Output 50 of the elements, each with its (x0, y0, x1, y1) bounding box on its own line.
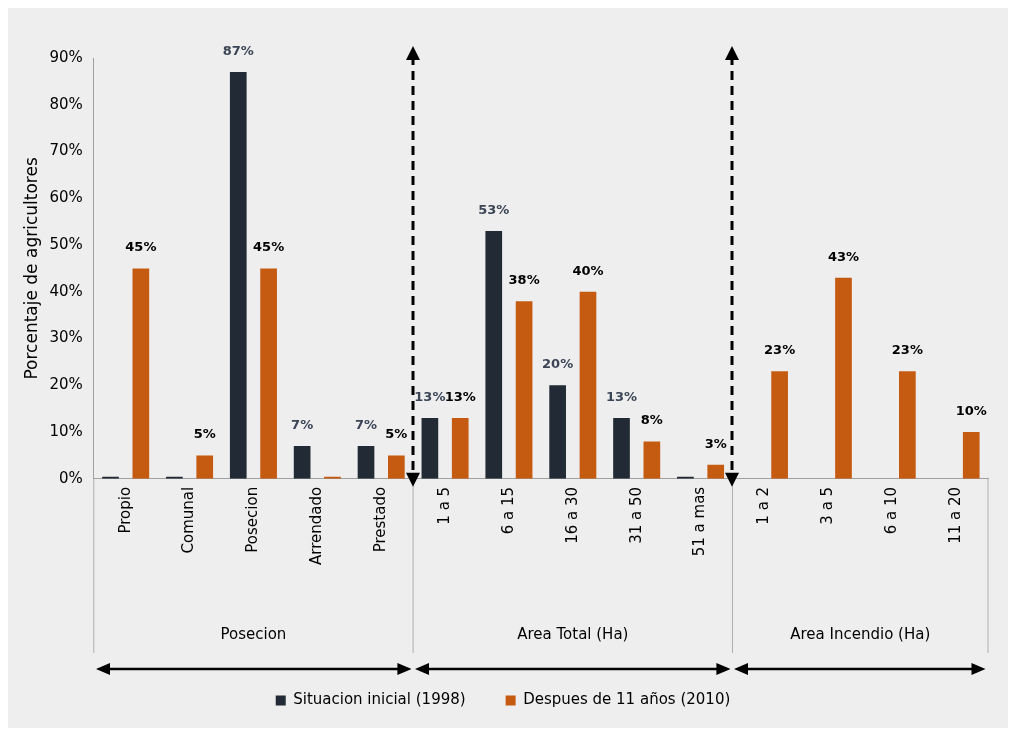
data-label: 40% (572, 262, 604, 278)
text: Area Total (Ha) (517, 624, 629, 643)
data-label: 38% (508, 272, 540, 288)
data-label: 45% (125, 239, 157, 255)
x-tick-label: Prestado (371, 486, 390, 553)
data-label: 3% (704, 435, 727, 451)
y-tick-label: 60% (49, 188, 83, 207)
data-label: 43% (827, 248, 860, 264)
y-tick-label: 20% (49, 375, 83, 394)
y-tick-label: 10% (49, 421, 83, 440)
data-label: 10% (955, 402, 987, 418)
x-tick-label: Propio (115, 486, 134, 534)
data-label: 23% (764, 342, 796, 358)
y-tick-label: 40% (49, 281, 83, 300)
x-tick-label: 16 a 30 (562, 486, 581, 544)
legend-label: Situacion inicial (1998) (293, 690, 466, 709)
y-axis-title: Porcentaje de agricultores (20, 157, 41, 380)
data-label: 87% (222, 42, 254, 58)
data-label: 53% (478, 201, 510, 217)
data-label: 7% (354, 416, 378, 432)
y-tick-label: 90% (49, 47, 83, 66)
data-label: 7% (291, 416, 314, 432)
x-tick-label: Arrendado (307, 486, 326, 566)
y-tick-label: 70% (49, 141, 83, 160)
x-tick-label: 11 a 20 (945, 486, 964, 544)
x-tick-label: 31 a 50 (626, 486, 645, 544)
data-label: 5% (385, 426, 408, 442)
data-label: 5% (193, 426, 216, 442)
x-tick-label: 3 a 5 (818, 486, 837, 525)
x-tick-label: 51 a mas (690, 486, 709, 557)
data-label: 13% (414, 388, 446, 404)
y-tick-label: 0% (58, 468, 83, 487)
data-label: 20% (542, 356, 574, 372)
x-tick-label: 1 a 5 (434, 486, 453, 525)
y-tick-label: 30% (49, 328, 83, 347)
x-tick-label: 6 a 15 (498, 486, 517, 535)
legend-label: Despues de 11 años (2010) (523, 690, 731, 709)
x-tick-label: 6 a 10 (882, 486, 901, 535)
data-label: 8% (640, 412, 663, 428)
x-tick-label: 1 a 2 (754, 486, 773, 525)
text: Posecion (220, 624, 287, 643)
data-label: 23% (891, 342, 923, 358)
data-label: 13% (605, 388, 638, 404)
y-tick-label: 50% (49, 234, 83, 253)
data-label: 13% (444, 388, 476, 404)
x-tick-label: Comunal (179, 486, 198, 554)
text: Area Incendio (Ha) (790, 624, 931, 643)
data-label: 45% (253, 239, 285, 255)
y-tick-label: 80% (49, 94, 83, 113)
x-tick-label: Posecion (243, 486, 262, 553)
